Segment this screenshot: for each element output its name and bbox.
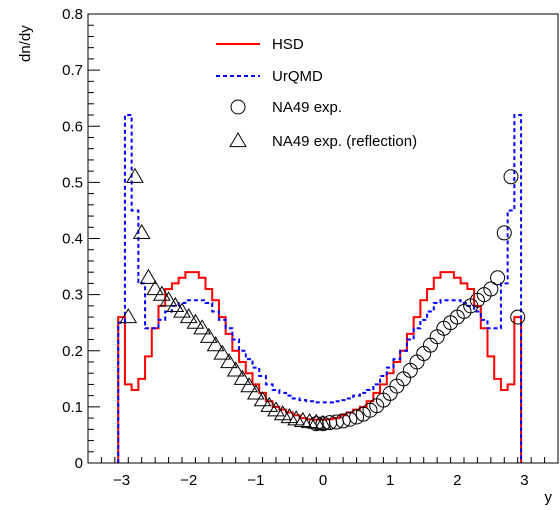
na49-reflection-triangle-point: [314, 414, 332, 430]
y-axis-title: dn/dy: [17, 25, 34, 62]
series-layer: [117, 114, 526, 463]
na49-reflection-triangle-point: [139, 268, 158, 284]
x-axis-title: y: [545, 489, 553, 506]
legend-label: HSD: [272, 36, 304, 53]
na49-reflection-triangle-point: [240, 377, 259, 393]
legend-swatch-circle: [230, 99, 246, 115]
na49-reflection-triangle-point: [119, 308, 138, 324]
na49-reflection-triangle-point: [253, 391, 272, 407]
na49-reflection-triangle-point: [132, 223, 151, 239]
series-urqmd-line: [117, 114, 523, 463]
y-tick-label: 0.4: [62, 231, 83, 248]
x-tick-label: −3: [113, 472, 130, 489]
legend: HSD UrQMD NA49 exp. NA49 exp. (reflection): [216, 36, 417, 150]
legend-swatch-triangle: [229, 132, 247, 148]
y-tick-label: 0.6: [62, 118, 83, 135]
x-tick-label: 3: [520, 472, 528, 489]
y-tick-label: 0.2: [62, 343, 83, 360]
x-tick-label: −1: [247, 472, 264, 489]
na49-reflection-triangle-point: [213, 344, 232, 360]
na49-circle-point: [342, 411, 358, 427]
legend-label: UrQMD: [272, 68, 323, 85]
na49-circle-point: [503, 169, 519, 185]
na49-reflection-triangle-point: [260, 396, 279, 412]
na49-reflection-triangle-point: [166, 296, 185, 312]
y-tick-label: 0.1: [62, 399, 83, 416]
na49-reflection-triangle-point: [146, 280, 165, 296]
legend-label: NA49 exp.: [272, 99, 342, 116]
na49-reflection-triangle-point: [246, 384, 265, 400]
na49-circle-point: [349, 409, 365, 425]
y-tick-label: 0: [75, 455, 83, 472]
na49-reflection-triangle-point: [186, 313, 205, 329]
na49-circle-point: [335, 413, 351, 429]
na49-reflection-triangle-point: [193, 319, 212, 335]
y-tick-label: 0.7: [62, 62, 83, 79]
na49-reflection-triangle-point: [267, 401, 285, 417]
na49-reflection-triangle-point: [126, 167, 144, 183]
na49-reflection-triangle-point: [199, 327, 218, 343]
na49-reflection-triangle-point: [220, 352, 238, 369]
x-tick-label: −2: [180, 472, 197, 489]
x-tick-label: 0: [319, 472, 327, 489]
na49-reflection-triangle-point: [233, 369, 252, 385]
legend-label: NA49 exp. (reflection): [272, 133, 417, 150]
na49-circle-point: [490, 270, 506, 286]
axes-layer: −3 −2 −1 0 1 2 3 0 0.1 0.2 0.3 0.4 0.5 0.6 0.7 0.8: [62, 6, 559, 489]
na49-circle-point: [496, 225, 512, 241]
na49-reflection-triangle-point: [179, 308, 198, 324]
na49-reflection-triangle-point: [152, 285, 171, 301]
y-tick-label: 0.8: [62, 6, 83, 23]
na49-reflection-triangle-point: [226, 361, 245, 377]
x-tick-label: 1: [386, 472, 394, 489]
na49-reflection-triangle-point: [206, 336, 225, 352]
x-tick-label: 2: [453, 472, 461, 489]
na49-reflection-triangle-point: [293, 411, 312, 428]
na49-reflection-triangle-point: [159, 291, 178, 307]
y-tick-label: 0.5: [62, 174, 83, 191]
y-tick-label: 0.3: [62, 287, 83, 304]
na49-reflection-triangle-point: [300, 413, 319, 429]
na49-circle-point: [510, 309, 526, 325]
na49-reflection-triangle-point: [307, 413, 326, 429]
na49-circle-point: [483, 281, 499, 297]
na49-reflection-triangle-point: [173, 302, 191, 318]
